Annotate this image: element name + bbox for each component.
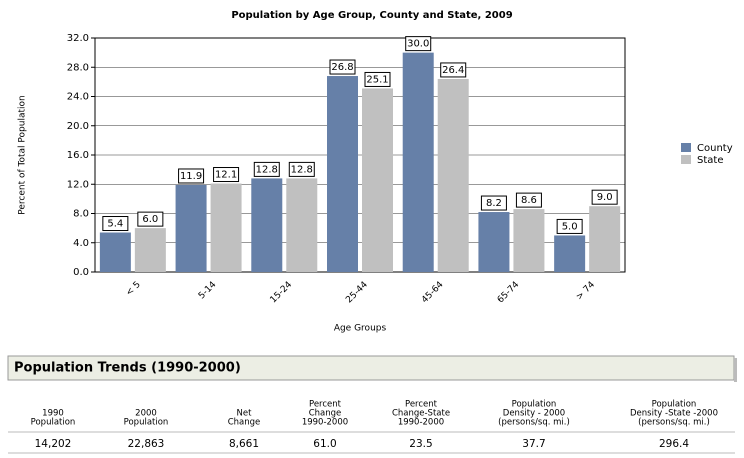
value-label-box bbox=[102, 216, 129, 232]
legend-swatch bbox=[681, 143, 691, 152]
bar bbox=[210, 183, 242, 272]
y-axis-label: Percent of Total Population bbox=[18, 95, 28, 214]
value-label: 6.0 bbox=[142, 214, 158, 225]
y-tick-label: 4.0 bbox=[73, 238, 89, 249]
value-label-box bbox=[329, 59, 356, 75]
x-tick-label: > 74 bbox=[575, 280, 598, 303]
x-tick-label: 25-44 bbox=[344, 280, 370, 306]
column-header: Population bbox=[652, 400, 697, 410]
table-cell: 22,863 bbox=[128, 438, 165, 450]
bar bbox=[286, 178, 318, 272]
column-header: (persons/sq. mi.) bbox=[498, 418, 570, 428]
x-tick-label: 65-74 bbox=[496, 280, 522, 306]
column-header: 1990-2000 bbox=[302, 418, 348, 428]
y-tick-label: 0.0 bbox=[73, 267, 89, 278]
value-label: 8.2 bbox=[486, 198, 502, 209]
bar bbox=[513, 209, 545, 272]
legend-label: State bbox=[697, 155, 723, 166]
value-label: 25.1 bbox=[366, 74, 388, 85]
y-tick-label: 8.0 bbox=[73, 209, 89, 220]
bar bbox=[251, 178, 283, 272]
y-tick-label: 28.0 bbox=[67, 62, 89, 73]
plot-frame bbox=[94, 37, 626, 273]
bar bbox=[175, 184, 207, 272]
value-label: 12.8 bbox=[256, 164, 278, 175]
column-header: (persons/sq. mi.) bbox=[638, 418, 710, 428]
table-cell: 8,661 bbox=[229, 438, 259, 450]
table-title-bar bbox=[7, 355, 735, 381]
value-label: 12.8 bbox=[291, 164, 313, 175]
value-label: 8.6 bbox=[521, 195, 537, 206]
y-tick-label: 20.0 bbox=[67, 121, 89, 132]
chart-title: Population by Age Group, County and Stat… bbox=[231, 10, 512, 21]
column-header: 1990 bbox=[42, 409, 64, 419]
column-header: Population bbox=[124, 418, 169, 428]
column-header: Population bbox=[512, 400, 557, 410]
value-label-box bbox=[137, 211, 164, 227]
table-cell: 14,202 bbox=[35, 438, 72, 450]
value-label: 26.8 bbox=[331, 62, 353, 73]
column-header: Percent bbox=[405, 400, 438, 410]
value-label-box bbox=[213, 167, 240, 183]
table-cell: 61.0 bbox=[313, 438, 336, 450]
y-tick-label: 32.0 bbox=[67, 33, 89, 44]
column-header: Change bbox=[309, 409, 342, 419]
table-cell: 37.7 bbox=[522, 438, 545, 450]
value-label: 5.4 bbox=[107, 219, 123, 230]
bar bbox=[362, 88, 393, 272]
column-header: Density -State -2000 bbox=[630, 409, 718, 419]
y-tick-label: 24.0 bbox=[67, 92, 89, 103]
value-label: 11.9 bbox=[180, 171, 202, 182]
column-header: Change-State bbox=[392, 409, 450, 419]
legend-swatch bbox=[681, 155, 691, 164]
x-tick-label: 5-14 bbox=[197, 280, 219, 302]
value-label: 9.0 bbox=[597, 192, 613, 203]
value-label-box bbox=[288, 161, 315, 177]
bar bbox=[554, 235, 586, 272]
value-label: 12.1 bbox=[215, 170, 237, 181]
value-label-box bbox=[405, 36, 432, 52]
x-tick-label: < 5 bbox=[124, 280, 142, 298]
column-header: Density - 2000 bbox=[503, 409, 565, 419]
value-label-box bbox=[591, 189, 618, 205]
legend-label: County bbox=[697, 143, 733, 154]
table-title: Population Trends (1990-2000) bbox=[14, 361, 241, 376]
bar bbox=[134, 228, 166, 272]
value-label-box bbox=[440, 62, 467, 78]
x-tick-label: 45-64 bbox=[420, 280, 446, 306]
bar bbox=[478, 212, 510, 272]
column-header: Change bbox=[228, 418, 261, 428]
value-label-box bbox=[480, 195, 507, 211]
bar bbox=[437, 78, 469, 272]
bar bbox=[99, 232, 131, 272]
bar bbox=[402, 52, 434, 272]
x-axis-label: Age Groups bbox=[334, 324, 387, 334]
table-cell: 296.4 bbox=[659, 438, 689, 450]
value-label: 30.0 bbox=[407, 39, 429, 50]
bar bbox=[327, 76, 358, 273]
bar bbox=[589, 206, 621, 272]
column-header: 1990-2000 bbox=[398, 418, 444, 428]
value-label: 5.0 bbox=[562, 221, 578, 232]
table-title-shadow bbox=[734, 358, 737, 382]
value-label-box bbox=[178, 168, 205, 184]
y-tick-label: 16.0 bbox=[67, 150, 89, 161]
value-label: 26.4 bbox=[442, 65, 464, 76]
column-header: Population bbox=[31, 418, 76, 428]
value-label-box bbox=[253, 161, 280, 177]
column-header: Net bbox=[237, 409, 253, 419]
table-cell: 23.5 bbox=[409, 438, 432, 450]
x-tick-label: 15-24 bbox=[269, 280, 295, 306]
column-header: 2000 bbox=[135, 409, 157, 419]
value-label-box bbox=[364, 71, 391, 87]
value-label-box bbox=[556, 218, 583, 234]
value-label-box bbox=[515, 192, 542, 208]
y-tick-label: 12.0 bbox=[67, 179, 89, 190]
column-header: Percent bbox=[309, 400, 342, 410]
